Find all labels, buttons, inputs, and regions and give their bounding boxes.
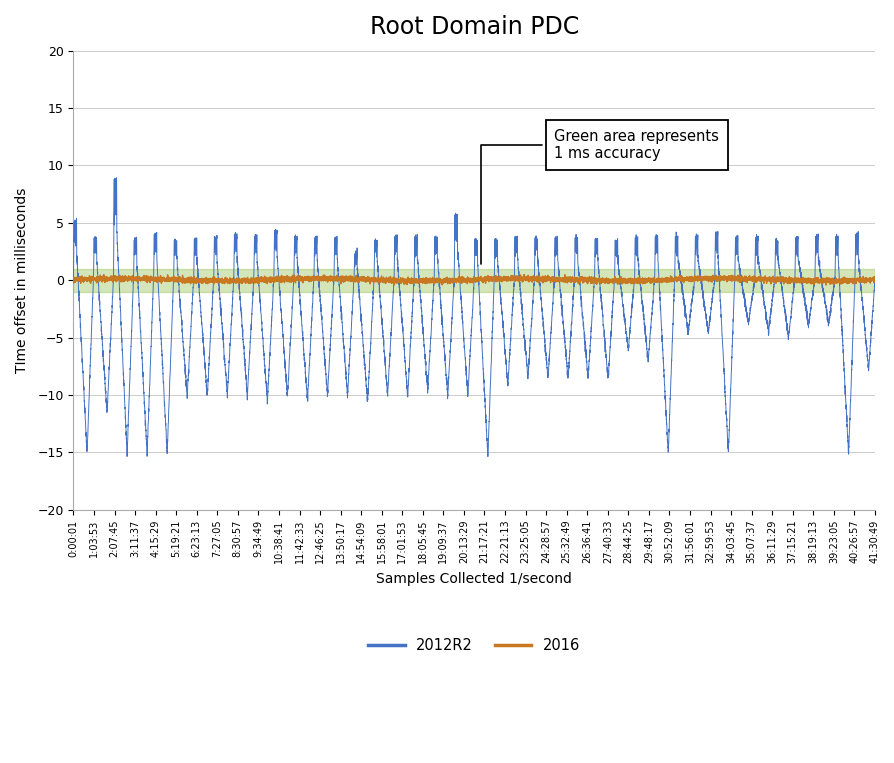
- Legend: 2012R2, 2016: 2012R2, 2016: [362, 632, 586, 658]
- Text: Green area represents
1 ms accuracy: Green area represents 1 ms accuracy: [480, 129, 719, 264]
- Y-axis label: TIme offset in milliseconds: TIme offset in milliseconds: [15, 188, 29, 373]
- Title: Root Domain PDC: Root Domain PDC: [369, 15, 578, 39]
- X-axis label: Samples Collected 1/second: Samples Collected 1/second: [375, 571, 571, 585]
- Bar: [73, 269, 874, 291]
